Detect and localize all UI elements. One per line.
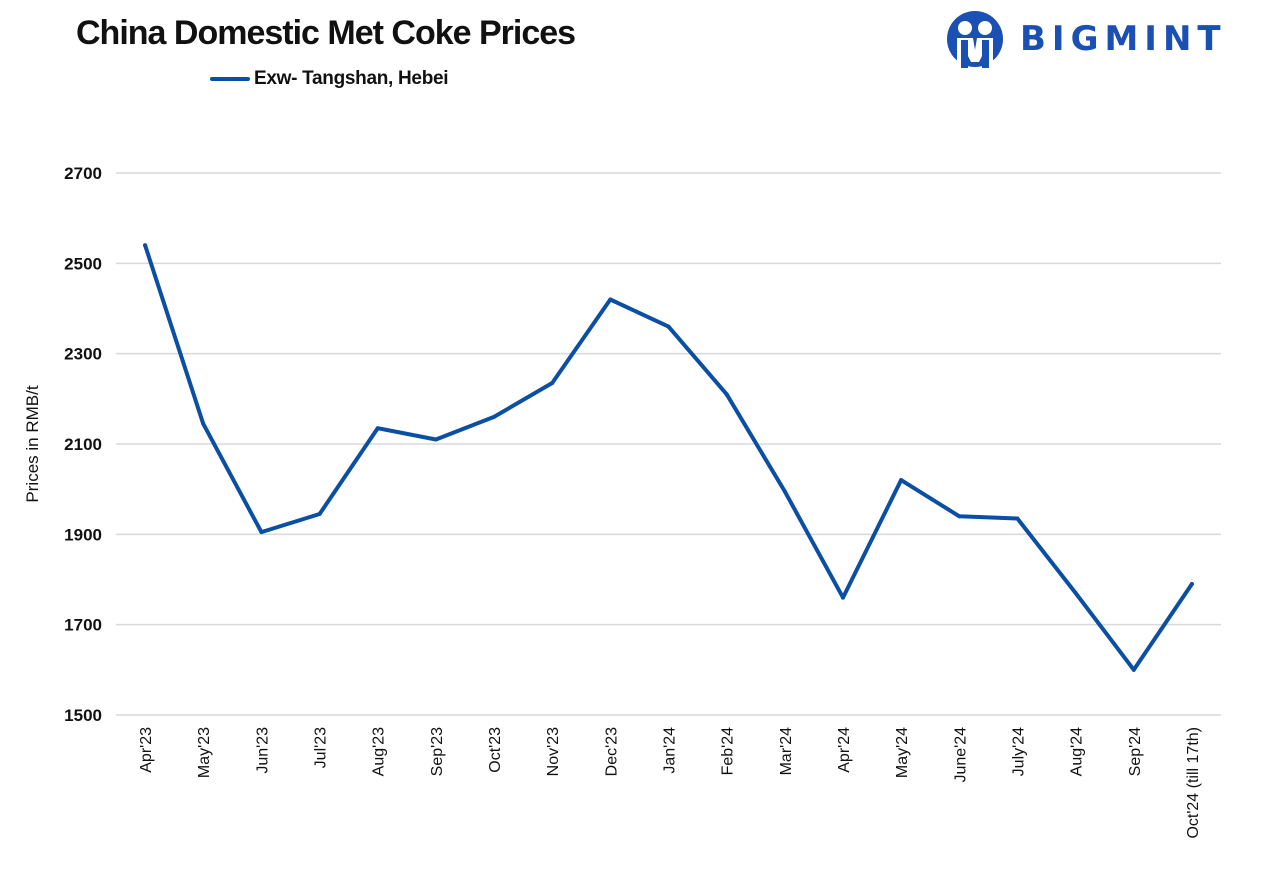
y-tick-label: 2500	[64, 254, 102, 273]
x-tick-label: Oct'23	[487, 727, 504, 773]
data-point	[1189, 582, 1194, 587]
data-point	[1073, 591, 1078, 596]
data-point	[143, 243, 148, 248]
data-point	[259, 530, 264, 535]
chart-title: China Domestic Met Coke Prices	[76, 14, 576, 52]
series-line-0	[143, 243, 1194, 672]
x-tick-label: Apr'23	[138, 727, 155, 773]
logo-text: BIGMINT	[1020, 19, 1227, 59]
x-tick-label: Jul'23	[313, 727, 330, 768]
data-point	[375, 426, 380, 431]
x-tick-label: Aug'24	[1069, 727, 1086, 776]
data-point	[782, 489, 787, 494]
data-point	[550, 381, 555, 386]
x-tick-label: July'24	[1010, 727, 1027, 776]
legend: Exw- Tangshan, Hebei	[210, 68, 449, 90]
x-tick-label: May'23	[196, 727, 213, 778]
x-tick-label: June'24	[952, 727, 969, 783]
data-point	[1131, 667, 1136, 672]
y-tick-label: 2700	[64, 164, 102, 183]
data-point	[608, 297, 613, 302]
y-axis-label: Prices in RMB/t	[23, 385, 42, 502]
brand-logo: BIGMINT	[946, 10, 1227, 68]
data-point	[201, 421, 206, 426]
data-point	[899, 478, 904, 483]
x-tick-label: Feb'24	[720, 727, 737, 776]
x-tick-label: Nov'23	[545, 727, 562, 776]
x-tick-label: Sep'23	[429, 727, 446, 776]
x-tick-label: Mar'24	[778, 727, 795, 776]
x-tick-label: Dec'23	[603, 727, 620, 776]
y-tick-label: 2100	[64, 435, 102, 454]
x-tick-label: Jan'24	[662, 727, 679, 774]
data-point	[957, 514, 962, 519]
x-tick-label: Apr'24	[836, 727, 853, 773]
data-point	[433, 437, 438, 442]
x-tick-label: Jun'23	[254, 727, 271, 774]
data-point	[492, 414, 497, 419]
x-tick-label: Aug'23	[371, 727, 388, 776]
x-tick-label: May'24	[894, 727, 911, 778]
data-point	[840, 595, 845, 600]
x-tick-label: Oct'24 (till 17th)	[1185, 727, 1202, 839]
data-point	[666, 324, 671, 329]
x-tick-label: Sep'24	[1127, 727, 1144, 776]
y-tick-label: 1700	[64, 616, 102, 635]
legend-label: Exw- Tangshan, Hebei	[254, 68, 449, 89]
legend-swatch	[210, 77, 250, 81]
y-tick-label: 1900	[64, 525, 102, 544]
y-tick-label: 2300	[64, 345, 102, 364]
data-point	[317, 512, 322, 517]
data-point	[724, 392, 729, 397]
y-tick-label: 1500	[64, 706, 102, 725]
bigmint-people-logo-icon	[947, 11, 1003, 68]
data-point	[1015, 516, 1020, 521]
